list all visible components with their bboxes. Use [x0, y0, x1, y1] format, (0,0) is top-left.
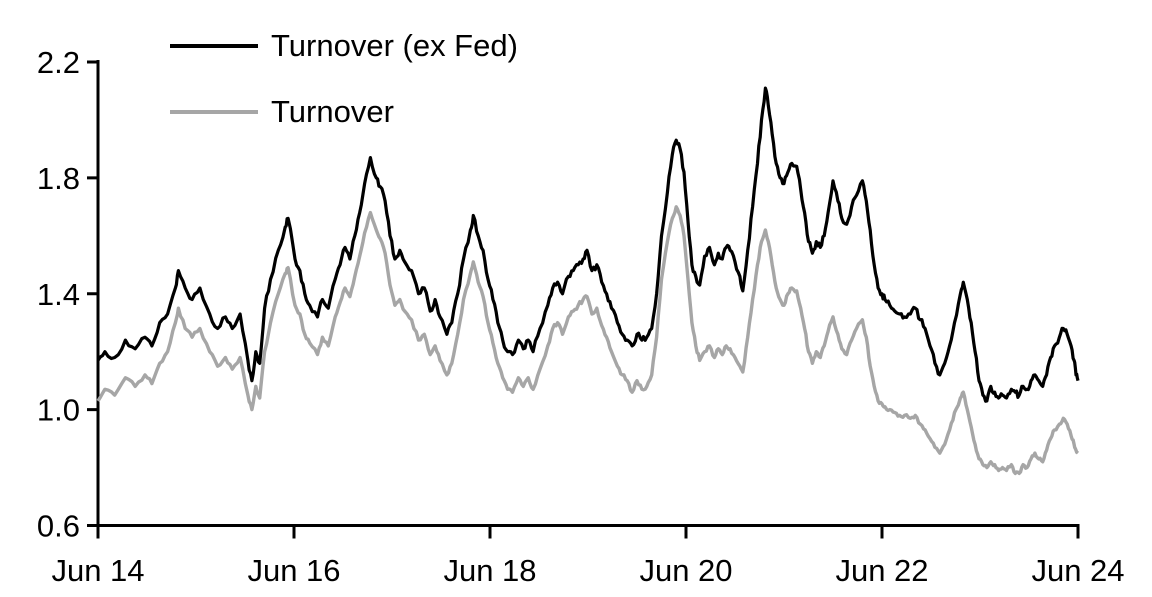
- y-tick-label: 1.0: [37, 393, 80, 428]
- y-tick-label: 1.8: [37, 161, 80, 196]
- x-tick-label: Jun 14: [51, 553, 144, 588]
- y-tick-label: 2.2: [37, 45, 80, 80]
- legend-item-turnover: Turnover: [170, 94, 394, 130]
- series-line-turnover: [96, 205, 1080, 476]
- legend-label-turnover: Turnover: [271, 94, 394, 129]
- legend-line-swatch-gray: [170, 110, 258, 114]
- x-tick-label: Jun 24: [1031, 553, 1124, 588]
- x-tick-label: Jun 22: [835, 553, 928, 588]
- legend-item-turnover-ex-fed: Turnover (ex Fed): [170, 28, 518, 64]
- legend-label-turnover-ex-fed: Turnover (ex Fed): [271, 28, 518, 63]
- x-tick-label: Jun 16: [247, 553, 340, 588]
- y-tick-label: 1.4: [37, 277, 80, 312]
- y-tick-label: 0.6: [37, 509, 80, 544]
- x-tick-label: Jun 20: [639, 553, 732, 588]
- series-line-turnover-ex-fed: [96, 86, 1080, 403]
- x-tick-label: Jun 18: [443, 553, 536, 588]
- legend-line-swatch-black: [170, 44, 258, 48]
